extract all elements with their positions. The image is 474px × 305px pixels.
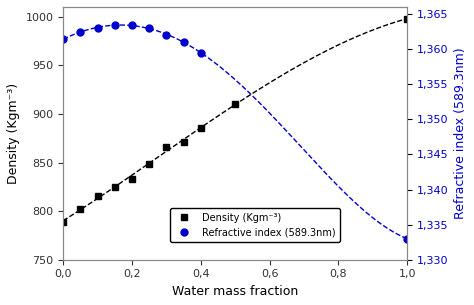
Y-axis label: Refractive index (589.3nm): Refractive index (589.3nm) <box>454 48 467 219</box>
Refractive index (589.3nm) <box>404 237 410 241</box>
Density (Kgm⁻³) <box>146 162 152 165</box>
Density (Kgm⁻³) <box>404 17 410 20</box>
Density (Kgm⁻³) <box>112 185 118 189</box>
X-axis label: Water mass fraction: Water mass fraction <box>172 285 298 298</box>
Density (Kgm⁻³) <box>232 102 238 106</box>
Y-axis label: Density (Kgm⁻³): Density (Kgm⁻³) <box>7 83 20 184</box>
Density (Kgm⁻³) <box>95 194 100 197</box>
Line: Refractive index (589.3nm): Refractive index (589.3nm) <box>60 22 410 242</box>
Refractive index (589.3nm) <box>146 26 152 30</box>
Density (Kgm⁻³) <box>198 126 204 129</box>
Refractive index (589.3nm) <box>78 30 83 33</box>
Refractive index (589.3nm) <box>129 23 135 27</box>
Density (Kgm⁻³) <box>181 140 186 144</box>
Refractive index (589.3nm) <box>181 40 186 44</box>
Line: Density (Kgm⁻³): Density (Kgm⁻³) <box>61 16 410 224</box>
Refractive index (589.3nm) <box>60 38 66 41</box>
Refractive index (589.3nm) <box>198 51 204 54</box>
Refractive index (589.3nm) <box>112 23 118 27</box>
Density (Kgm⁻³) <box>78 207 83 211</box>
Density (Kgm⁻³) <box>60 220 66 224</box>
Legend: Density (Kgm⁻³), Refractive index (589.3nm): Density (Kgm⁻³), Refractive index (589.3… <box>170 208 340 242</box>
Refractive index (589.3nm) <box>164 33 169 37</box>
Density (Kgm⁻³) <box>164 145 169 149</box>
Density (Kgm⁻³) <box>129 177 135 181</box>
Refractive index (589.3nm) <box>95 26 100 30</box>
